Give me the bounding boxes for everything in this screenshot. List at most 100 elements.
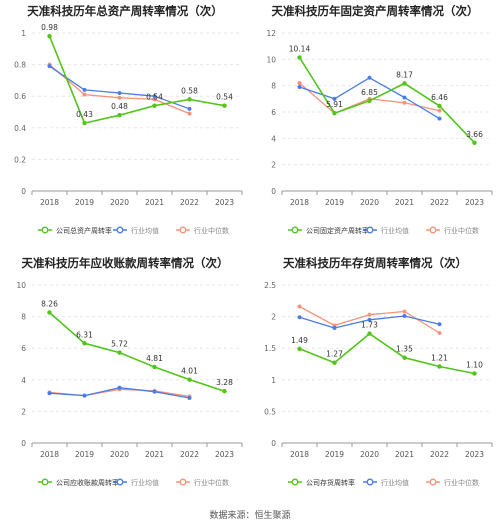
legend-marker [116, 226, 124, 234]
y-tick-label: 6 [21, 344, 26, 353]
legend-label: 行业均值 [131, 478, 159, 487]
y-tick-label: 10 [16, 281, 26, 290]
data-point [297, 346, 302, 352]
data-point [437, 364, 442, 369]
data-point [297, 84, 302, 90]
series-line [298, 57, 476, 144]
y-tick-label: 0.5 [264, 407, 276, 416]
data-point [82, 341, 87, 346]
y-tick-label: 8 [21, 313, 26, 322]
data-point [402, 100, 407, 105]
data-label: 4.81 [146, 354, 163, 363]
data-point [152, 389, 157, 394]
y-tick-label: 0 [271, 187, 276, 196]
chart-title: 天准科技历年总资产周转率情况（次） [27, 4, 223, 18]
data-point [47, 64, 52, 69]
series-line [48, 35, 225, 124]
chart-title: 天准科技历年固定资产周转率情况（次） [271, 4, 479, 18]
y-tick-label: 4 [271, 134, 276, 143]
inventory-turnover-panel: 0 0.5 1 1.5 2 2.5 2018 2019 2020 2021 2022 2023 1.49… [250, 252, 500, 502]
legend-marker [291, 226, 299, 234]
y-tick-label: 0 [21, 439, 26, 448]
legend-marker [179, 478, 187, 486]
data-point [367, 98, 372, 104]
legend-marker [179, 226, 187, 234]
x-tick-label: 2020 [360, 198, 379, 207]
data-point [117, 112, 122, 118]
data-label: 1.49 [291, 336, 308, 345]
data-label: 8.26 [41, 299, 58, 308]
data-point [402, 313, 407, 319]
data-point [47, 33, 52, 39]
data-point [187, 97, 192, 102]
legend-label: 行业中位数 [194, 226, 229, 235]
legend-marker [41, 226, 49, 234]
data-point [402, 81, 407, 86]
data-label: 1.21 [431, 354, 448, 363]
y-tick-label: 2.5 [264, 281, 276, 290]
legend-label: 公司应收账款周转率 [56, 478, 119, 487]
x-tick-label: 2020 [110, 450, 129, 459]
y-tick-label: 10 [266, 55, 276, 64]
x-tick-label: 2018 [40, 450, 59, 459]
data-point [437, 330, 442, 336]
data-point [297, 315, 302, 320]
data-point [402, 355, 407, 360]
data-point [472, 371, 477, 376]
y-tick-label: 12 [266, 29, 276, 38]
data-point [187, 106, 192, 111]
chart-svg: 0 2 4 6 8 10 12 2018 2019 2020 2021 2022 2023 10.14 5.… [266, 29, 493, 235]
data-label: 6.46 [431, 93, 448, 102]
data-label: 3.66 [466, 130, 483, 139]
legend-label: 行业中位数 [194, 478, 229, 487]
x-tick-label: 2023 [215, 450, 234, 459]
x-tick-label: 2022 [430, 198, 449, 207]
data-label: 0.48 [111, 102, 128, 111]
data-label: 0.58 [181, 86, 198, 95]
data-point [222, 103, 227, 108]
data-point [47, 310, 52, 315]
chart-svg: 0 0.5 1 1.5 2 2.5 2018 2019 2020 2021 2022 2023 1.49… [264, 281, 493, 487]
total-asset-turnover-panel: 0 0.2 0.4 0.6 0.8 1 2018 2019 2020 2021 2022 2023 0.… [0, 0, 250, 250]
x-tick-label: 2023 [465, 198, 484, 207]
y-tick-label: 0.4 [14, 124, 26, 133]
y-tick-label: 6 [271, 108, 276, 117]
data-point [82, 92, 87, 97]
data-point [187, 111, 192, 116]
data-label: 10.14 [289, 44, 311, 53]
legend-label: 公司总资产周转率 [56, 226, 112, 235]
y-tick-label: 2 [21, 407, 26, 416]
x-tick-label: 2019 [75, 198, 94, 207]
x-tick-label: 2022 [180, 198, 199, 207]
x-tick-label: 2023 [465, 450, 484, 459]
legend-label: 行业中位数 [444, 226, 479, 235]
data-label: 6.85 [361, 88, 378, 97]
data-point [437, 108, 442, 113]
data-point [82, 120, 87, 126]
x-tick-label: 2021 [145, 198, 164, 207]
legend-marker [429, 226, 437, 234]
legend-marker [291, 478, 299, 486]
x-tick-label: 2021 [395, 450, 414, 459]
data-point [152, 94, 157, 99]
data-point [367, 75, 372, 80]
data-point [82, 393, 87, 398]
data-point [297, 80, 302, 86]
fixed-asset-turnover-panel: 0 2 4 6 8 10 12 2018 2019 2020 2021 2022 2023 10.14 5.… [250, 0, 500, 250]
chart-title: 天准科技历年存货周转率情况（次） [283, 256, 467, 270]
y-tick-label: 0 [21, 187, 26, 196]
x-tick-label: 2019 [325, 450, 344, 459]
data-point [472, 140, 477, 146]
data-point [297, 304, 302, 309]
data-label: 1.10 [466, 360, 483, 369]
x-tick-label: 2023 [215, 198, 234, 207]
data-point [332, 96, 337, 101]
data-point [117, 90, 122, 96]
legend-marker [116, 478, 124, 486]
data-label: 5.91 [326, 100, 343, 109]
y-tick-label: 2 [271, 161, 276, 170]
data-label: 4.01 [181, 367, 198, 376]
chart-svg: 0 2 4 6 8 10 2018 2019 2020 2021 2022 2023 8.26 6.31 5… [16, 281, 243, 487]
legend-label: 行业均值 [131, 226, 159, 235]
data-label: 5.72 [111, 340, 128, 349]
